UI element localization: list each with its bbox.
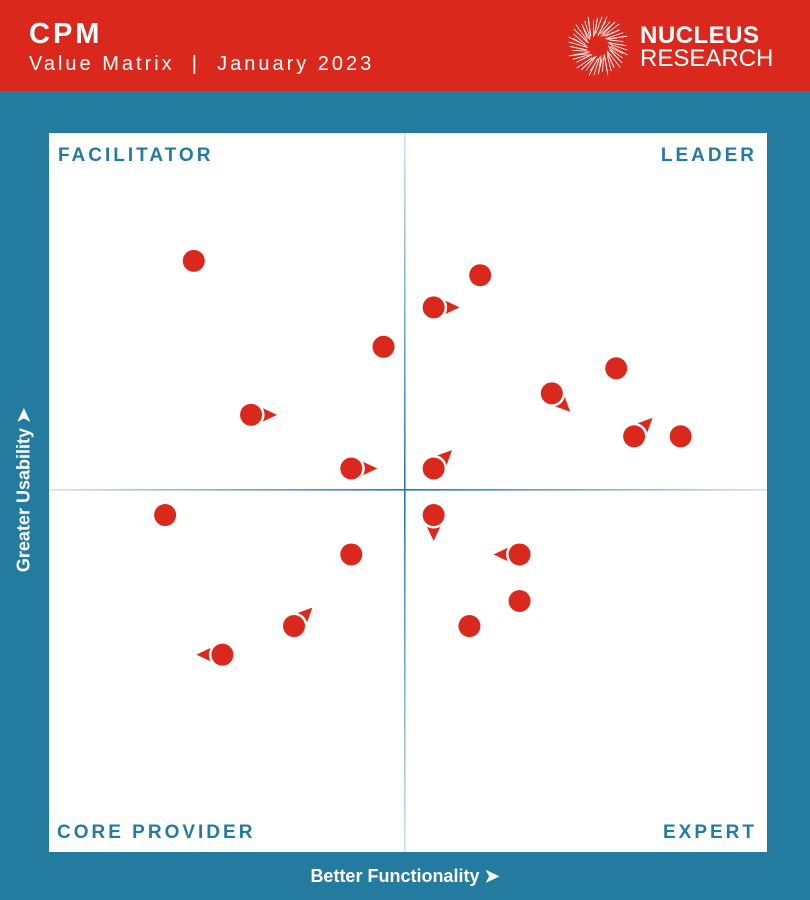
x-axis-label-text: Better Functionality (310, 866, 480, 886)
trend-arrow-left (196, 646, 214, 663)
quadrant-label-facilitator: FACILITATOR (58, 145, 214, 166)
data-point (420, 450, 453, 483)
data-point-marker (154, 504, 177, 527)
header: CPM Value Matrix | January 2023 NUCLEUS R… (0, 0, 810, 91)
data-point (280, 607, 313, 640)
data-point-marker (422, 457, 445, 480)
data-point-marker (458, 615, 481, 638)
data-point-marker (211, 643, 234, 666)
scatter-chart (49, 133, 767, 852)
logo-line1: NUCLEUS (640, 22, 760, 49)
data-point (493, 540, 534, 568)
data-point (420, 293, 460, 321)
trend-arrow-up-right (294, 607, 313, 626)
data-point-marker (540, 382, 563, 405)
data-point (669, 425, 692, 448)
x-axis-line (49, 489, 767, 491)
data-point (605, 357, 628, 380)
data-point (508, 589, 531, 612)
data-point (620, 417, 653, 450)
data-point (237, 401, 278, 429)
quadrant-label-expert: EXPERT (662, 822, 757, 843)
arrow-up-icon: ➤ (13, 407, 34, 424)
trend-arrow-right (442, 299, 460, 316)
data-point (337, 455, 378, 483)
data-point (469, 264, 492, 287)
nucleus-research-logo: NUCLEUS RESEARCH (566, 14, 786, 78)
arrow-right-icon: ➤ (484, 866, 500, 886)
data-point (196, 641, 236, 669)
data-point-marker (240, 403, 263, 426)
data-point-marker (340, 457, 363, 480)
data-point-marker (669, 425, 692, 448)
trend-arrow-left (493, 546, 511, 563)
data-point-marker (469, 264, 492, 287)
data-point (458, 615, 481, 638)
trend-arrow-down (425, 524, 442, 542)
page-subtitle: Value Matrix | January 2023 (29, 53, 375, 75)
data-point-marker (340, 543, 363, 566)
y-axis-line (404, 133, 406, 852)
data-point-marker (623, 425, 646, 448)
x-axis-label: Better Functionality ➤ (0, 866, 810, 887)
data-point (538, 379, 571, 412)
data-point (340, 543, 363, 566)
data-point (182, 249, 205, 272)
data-point-marker (372, 335, 395, 358)
trend-arrow-right (260, 406, 278, 423)
data-point-marker (508, 589, 531, 612)
y-axis-label-text: Greater Usability (13, 428, 34, 573)
data-point-marker (508, 543, 531, 566)
plot-area: FACILITATOR LEADER CORE PROVIDER EXPERT (49, 133, 767, 852)
data-point-marker (422, 504, 445, 527)
data-point-marker (422, 296, 445, 319)
data-point (372, 335, 395, 358)
data-point-marker (182, 249, 205, 272)
data-point (154, 504, 177, 527)
page-title: CPM (29, 18, 103, 50)
logo-line2: RESEARCH (640, 45, 774, 72)
data-point-marker (605, 357, 628, 380)
quadrant-label-leader: LEADER (660, 145, 757, 166)
y-axis-label: Greater Usability ➤ (14, 408, 35, 572)
trend-arrow-right (360, 460, 378, 477)
data-point (420, 501, 448, 542)
quadrant-label-core-provider: CORE PROVIDER (57, 822, 256, 843)
data-point-marker (283, 615, 306, 638)
logo-burst-icon (568, 16, 628, 76)
